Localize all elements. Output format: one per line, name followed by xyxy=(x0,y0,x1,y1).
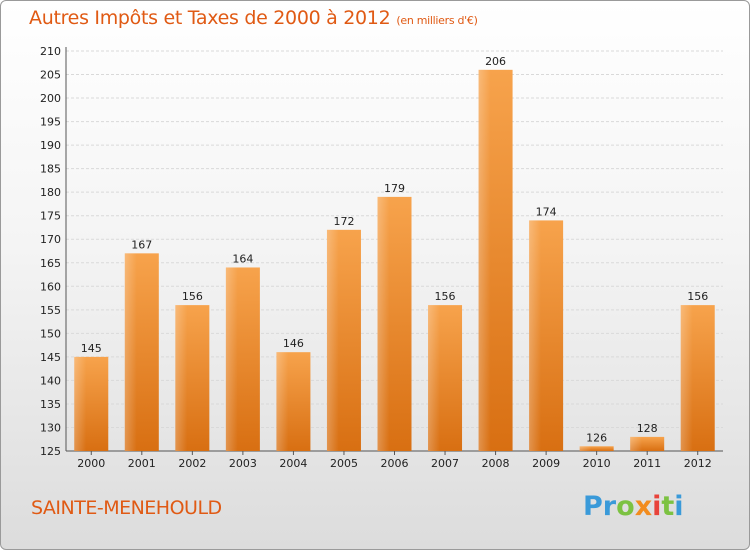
y-tick-label: 155 xyxy=(40,304,61,317)
x-tick-label: 2003 xyxy=(229,457,257,470)
x-tick-label: 2007 xyxy=(431,457,459,470)
bar-highlight xyxy=(630,436,643,451)
y-tick-label: 165 xyxy=(40,257,61,270)
x-tick-label: 2004 xyxy=(279,457,307,470)
x-tick-label: 2009 xyxy=(532,457,560,470)
bar-value-label: 146 xyxy=(283,337,304,350)
bar-value-label: 179 xyxy=(384,182,405,195)
bar xyxy=(579,446,614,451)
logo-letter: x xyxy=(634,491,653,522)
y-tick-label: 135 xyxy=(40,398,61,411)
y-tick-label: 130 xyxy=(40,421,61,434)
logo-letter: i xyxy=(674,491,684,522)
logo-letter: o xyxy=(616,491,635,522)
y-tick-label: 190 xyxy=(40,139,61,152)
bar-highlight xyxy=(428,305,440,451)
location-label: SAINTE-MENEHOULD xyxy=(31,497,222,519)
y-tick-label: 185 xyxy=(40,163,61,176)
y-tick-label: 170 xyxy=(40,233,61,246)
bar-highlight xyxy=(326,229,339,451)
bar-value-label: 145 xyxy=(81,342,102,355)
bar-highlight xyxy=(276,352,289,451)
bar-highlight xyxy=(579,446,592,451)
x-tick-label: 2012 xyxy=(684,457,712,470)
chart-title-unit: (en milliers d'€) xyxy=(396,14,478,27)
y-tick-label: 160 xyxy=(40,280,61,293)
y-tick-label: 145 xyxy=(40,351,61,364)
chart-title: Autres Impôts et Taxes de 2000 à 2012 (en… xyxy=(29,7,478,29)
y-tick-label: 210 xyxy=(40,45,61,58)
x-tick-label: 2000 xyxy=(77,457,105,470)
bar-value-label: 174 xyxy=(536,205,557,218)
logo-letter: i xyxy=(652,491,662,522)
y-tick-label: 175 xyxy=(40,210,61,223)
x-tick-label: 2001 xyxy=(128,457,156,470)
bar-value-label: 206 xyxy=(485,55,506,68)
y-tick-label: 195 xyxy=(40,116,61,129)
bar-value-label: 156 xyxy=(435,290,456,303)
logo-letter: r xyxy=(602,491,617,522)
bar-highlight xyxy=(478,69,491,451)
y-tick-label: 150 xyxy=(40,327,61,340)
bar-highlight xyxy=(74,356,87,451)
bar-highlight xyxy=(225,267,238,451)
logo-letter: P xyxy=(583,491,603,522)
bar-value-label: 128 xyxy=(637,422,658,435)
x-tick-label: 2008 xyxy=(482,457,510,470)
bar-highlight xyxy=(124,253,137,451)
y-tick-label: 205 xyxy=(40,69,61,82)
chart-title-main: Autres Impôts et Taxes de 2000 à 2012 xyxy=(29,7,391,29)
bar-value-label: 172 xyxy=(333,215,354,228)
y-tick-label: 125 xyxy=(40,445,61,458)
x-tick-label: 2002 xyxy=(178,457,206,470)
bar-value-label: 156 xyxy=(687,290,708,303)
bar-highlight xyxy=(529,220,542,451)
y-tick-label: 140 xyxy=(40,374,61,387)
bar-highlight xyxy=(377,196,390,451)
x-tick-label: 2010 xyxy=(583,457,611,470)
y-tick-label: 200 xyxy=(40,92,61,105)
y-tick-label: 180 xyxy=(40,186,61,199)
bar-value-label: 156 xyxy=(182,290,203,303)
bar-value-label: 167 xyxy=(131,238,152,251)
bar-value-label: 126 xyxy=(586,431,607,444)
x-tick-label: 2011 xyxy=(633,457,661,470)
proxiti-logo: Proxiti xyxy=(583,491,684,522)
logo-letter: t xyxy=(661,491,675,522)
bar-value-label: 164 xyxy=(232,252,253,265)
x-tick-label: 2006 xyxy=(381,457,409,470)
bar-highlight xyxy=(175,305,188,451)
bar-highlight xyxy=(680,305,693,451)
x-tick-label: 2005 xyxy=(330,457,358,470)
